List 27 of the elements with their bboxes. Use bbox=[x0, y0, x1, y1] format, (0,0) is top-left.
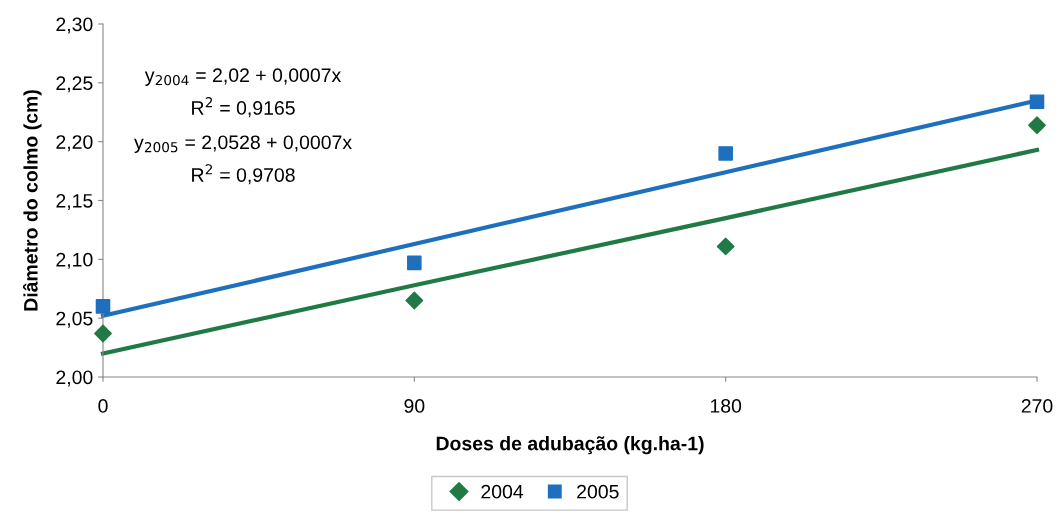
y-tick-label: 2,00 bbox=[56, 370, 93, 387]
annotation: R$^{2}$ = 0,9165 bbox=[192, 97, 295, 118]
point bbox=[407, 255, 422, 271]
y-tick-label: 2,30 bbox=[56, 17, 93, 34]
point bbox=[718, 146, 733, 161]
legend-label: 2005 bbox=[577, 484, 619, 499]
point bbox=[716, 237, 735, 256]
annotation: y$_{2005}$ = 2,0528 + 0,0007x bbox=[134, 135, 352, 153]
annotation: R$^{2}$ = 0,9708 bbox=[192, 164, 295, 185]
point bbox=[94, 324, 112, 343]
point bbox=[1028, 116, 1046, 135]
x-tick-label: 0 bbox=[98, 399, 108, 413]
x-tick-label: 180 bbox=[710, 399, 742, 413]
point bbox=[405, 291, 424, 310]
y-tick-label: 2,10 bbox=[56, 252, 93, 269]
legend-label: 2004 bbox=[481, 484, 524, 499]
y-tick-label: 2,05 bbox=[56, 311, 93, 328]
point bbox=[95, 299, 111, 314]
x-axis-title: Doses de adubação (kg.ha-1) bbox=[436, 436, 704, 455]
x-tick-label: 90 bbox=[404, 399, 425, 413]
y-tick-label: 2,20 bbox=[56, 135, 93, 152]
point bbox=[1029, 94, 1045, 109]
annotation: y$_{2004}$ = 2,02 + 0,0007x bbox=[144, 68, 342, 86]
x-tick-label: 270 bbox=[1021, 399, 1053, 413]
y-tick-label: 2,25 bbox=[56, 76, 93, 93]
y-tick-label: 2,15 bbox=[56, 193, 93, 211]
y-axis-title: Diâmetro do colmo (cm) bbox=[23, 90, 42, 311]
